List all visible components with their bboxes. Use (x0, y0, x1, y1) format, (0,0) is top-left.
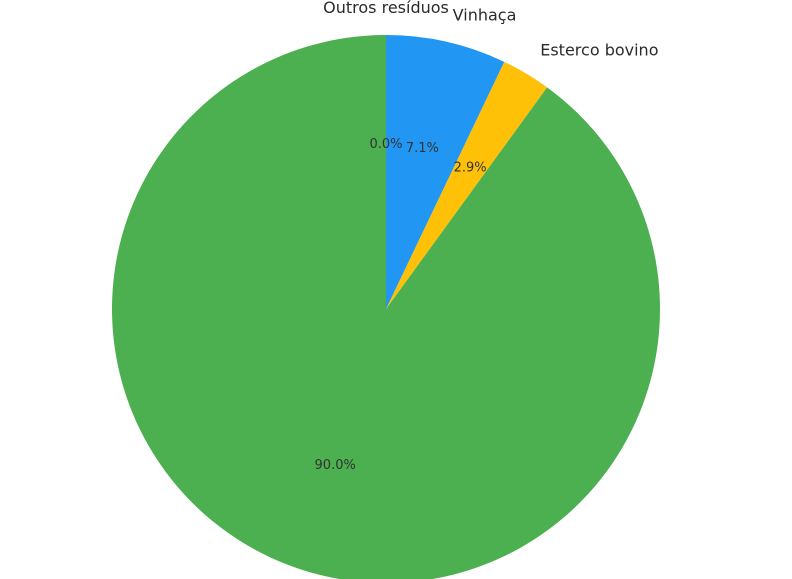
pie-pct-label-bagaco-de-cana-de-acucar: 90.0% (315, 458, 356, 473)
pie-pct-label-vinhaca: 7.1% (406, 141, 439, 156)
pie-category-label-outros-residuos: Outros resíduos (323, 0, 449, 17)
pie-slice-esterco-bovino (386, 61, 548, 310)
pie-category-label-vinhaca: Vinhaça (453, 6, 517, 25)
pie-category-label-esterco-bovino: Esterco bovino (540, 41, 658, 60)
pie-slice-bagaco-de-cana-de-acucar (112, 35, 660, 579)
pie-pct-label-outros-residuos: 0.0% (369, 137, 402, 152)
labels-layer: 90.0%Bagaço de cana-de-açúcar2.9%Esterco… (315, 0, 659, 473)
pie-slice-vinhaca (386, 35, 505, 309)
slices-layer (112, 35, 660, 579)
pie-pct-label-esterco-bovino: 2.9% (454, 160, 487, 175)
